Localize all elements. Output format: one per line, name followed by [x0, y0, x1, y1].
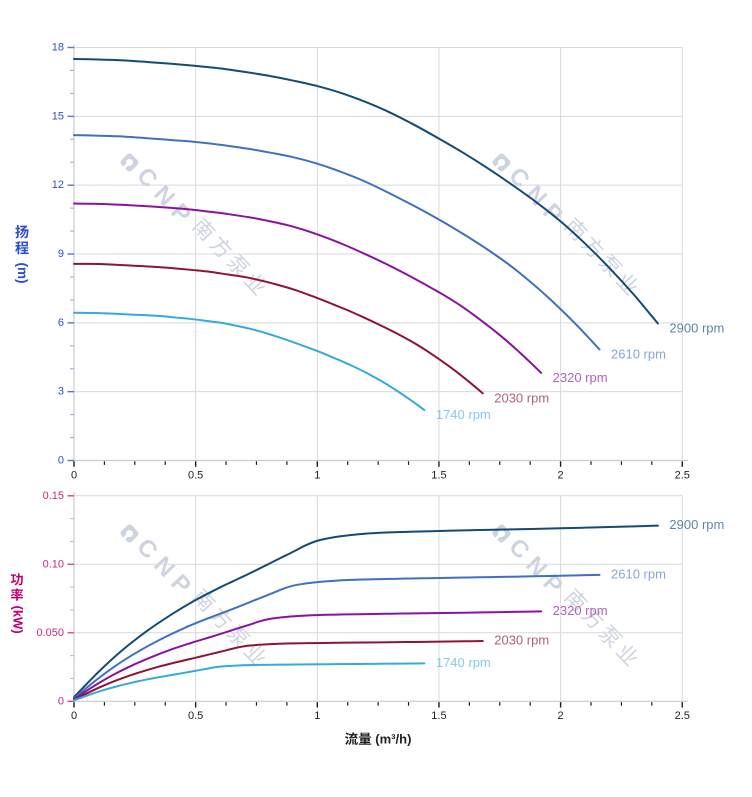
x-tick-label: 0.5	[188, 469, 203, 481]
cnp-logo-icon	[492, 524, 511, 543]
watermark-latin: CNP	[131, 162, 201, 234]
y-tick-label: 3	[58, 386, 64, 398]
y-tick-label: 0	[58, 695, 64, 707]
curve-2030-power-vs-flow	[73, 640, 484, 701]
curve-label-2030: 2030 rpm	[494, 390, 549, 405]
y-axis-title-unit: (m)	[15, 263, 30, 284]
x-tick-label: 1	[314, 469, 320, 481]
y-tick-label: 9	[58, 248, 64, 260]
x-tick-label: 2	[558, 710, 564, 722]
x-tick-label: 2.5	[675, 469, 690, 481]
curve-2610-power-vs-flow	[73, 573, 601, 700]
curve-2320-head-vs-flow	[73, 202, 543, 374]
x-axis-title-cjk	[345, 732, 372, 745]
x-ticks: 0 0.5 1 1.5 2 2.5	[71, 702, 690, 722]
curve-label-2900: 2900 rpm	[669, 321, 724, 336]
x-tick-label: 0.5	[188, 710, 203, 722]
x-tick-label: 0	[71, 710, 77, 722]
cnp-logo-icon	[492, 153, 511, 172]
watermark-cjk	[563, 588, 637, 667]
x-axis-title: (m³/h)	[345, 731, 411, 746]
curve-label-2610: 2610 rpm	[611, 566, 666, 581]
grid-head-vs-flow	[74, 47, 683, 461]
y-axis-title-char	[10, 588, 24, 601]
watermark-latin: CNP	[503, 533, 573, 605]
y-tick-label: 0.050	[36, 627, 64, 639]
chart-power-vs-flow: 0 0.050 0.10 0.15 0 0.5 1 1.5 2 2.5 (kW) 2900 rpm 26…	[10, 490, 724, 747]
y-axis-title-head-vs-flow: (m)	[15, 225, 30, 284]
y-tick-label: 18	[52, 42, 64, 54]
watermark-latin: CNP	[131, 533, 201, 605]
curve-2900-head-vs-flow	[73, 57, 659, 325]
curve-label-1740: 1740 rpm	[436, 655, 491, 670]
y-tick-label: 15	[52, 110, 64, 122]
x-tick-label: 1.5	[431, 469, 446, 481]
curve-label-2320: 2320 rpm	[553, 603, 608, 618]
y-tick-label: 12	[52, 179, 64, 191]
y-tick-label: 0	[58, 455, 64, 467]
x-tick-label: 1.5	[431, 710, 446, 722]
y-axis-title-char	[10, 573, 23, 586]
curve-1740-power-vs-flow	[73, 662, 426, 702]
cnp-logo-icon	[120, 524, 139, 543]
curve-label-1740: 1740 rpm	[436, 407, 491, 422]
curve-2900-power-vs-flow	[73, 524, 659, 699]
x-tick-label: 2	[558, 469, 564, 481]
curve-2320-power-vs-flow	[73, 610, 543, 701]
y-ticks: 0 0.050 0.10 0.15	[36, 490, 74, 707]
y-tick-label: 6	[58, 317, 64, 329]
curve-label-2030: 2030 rpm	[494, 633, 549, 648]
y-ticks: 0 3 6 9 12 15 18	[52, 42, 74, 467]
x-tick-label: 1	[314, 710, 320, 722]
x-ticks: 0 0.5 1 1.5 2 2.5	[71, 461, 690, 481]
watermark-tile: CNP	[492, 524, 637, 667]
watermark-cjk	[191, 217, 265, 296]
watermark-tile: CNP	[120, 153, 265, 296]
y-axis-title-unit: (kW)	[10, 606, 25, 634]
y-axis-title-char	[15, 241, 29, 255]
curve-label-2900: 2900 rpm	[669, 517, 724, 532]
watermark-cjk	[191, 588, 265, 667]
y-tick-label: 0.15	[43, 490, 64, 502]
x-tick-label: 0	[71, 469, 77, 481]
x-tick-label: 2.5	[675, 710, 690, 722]
curve-2610-head-vs-flow	[73, 134, 601, 351]
curve-label-2610: 2610 rpm	[611, 346, 666, 361]
curve-1740-head-vs-flow	[73, 311, 426, 412]
x-axis-title-unit: (m³/h)	[375, 731, 411, 746]
y-tick-label: 0.10	[43, 558, 64, 570]
curve-label-2320: 2320 rpm	[553, 370, 608, 385]
watermark-cjk	[563, 217, 637, 296]
y-axis-title-char	[15, 225, 29, 239]
cnp-logo-icon	[120, 153, 139, 172]
curve-2030-head-vs-flow	[73, 262, 484, 395]
y-axis-title-power-vs-flow: (kW)	[10, 573, 25, 634]
